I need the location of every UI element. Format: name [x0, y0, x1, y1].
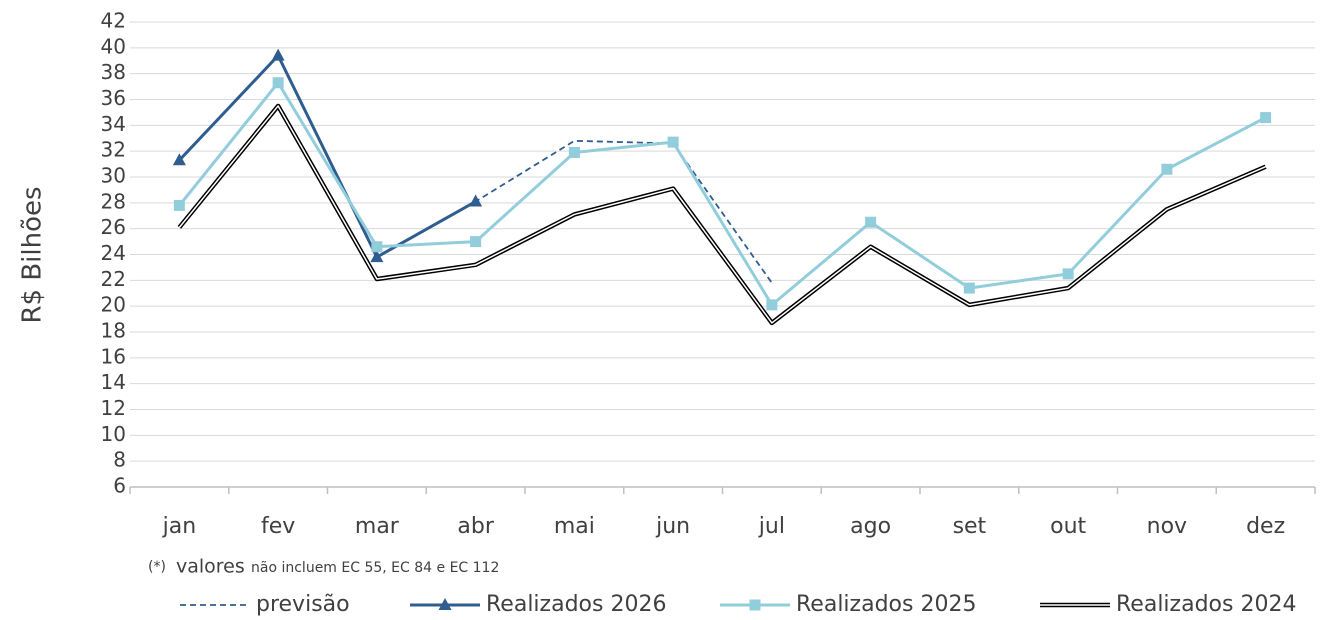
legend-label: Realizados 2026	[486, 592, 666, 617]
series-line	[178, 54, 477, 259]
y-tick-label: 30	[101, 164, 126, 188]
y-tick-label: 28	[101, 189, 126, 213]
y-axis-label: R$ Bilhões	[18, 186, 48, 323]
point-marker	[173, 199, 185, 211]
series-line-inner	[178, 105, 1266, 324]
point-marker	[470, 236, 482, 248]
point-marker	[865, 216, 877, 228]
y-tick-label: 36	[101, 86, 126, 110]
y-tick-label: 10	[101, 422, 126, 446]
point-marker	[1161, 163, 1173, 175]
x-tick-label: ago	[850, 514, 891, 539]
y-tick-label: 22	[101, 267, 126, 291]
point-marker	[172, 153, 186, 166]
footnote-prefix: (*)	[148, 559, 166, 575]
point-marker	[1062, 268, 1074, 280]
point-marker	[568, 146, 580, 158]
legend-label: Realizados 2025	[796, 592, 976, 617]
x-tick-label: jun	[655, 514, 690, 539]
x-tick-label: fev	[261, 514, 295, 539]
legend-label: previsão	[256, 592, 350, 617]
y-tick-label: 16	[101, 344, 126, 368]
point-marker	[272, 77, 284, 89]
x-tick-label: abr	[457, 514, 494, 539]
legend-marker	[438, 598, 452, 610]
y-tick-label: 24	[101, 241, 126, 265]
x-tick-label: jul	[758, 514, 785, 539]
footnote-emphasis: valores	[176, 556, 245, 578]
x-tick-label: nov	[1147, 514, 1187, 539]
x-tick-label: jan	[162, 514, 197, 539]
y-tick-label: 34	[101, 112, 126, 136]
y-tick-label: 26	[101, 215, 126, 239]
point-marker	[1260, 112, 1272, 124]
footnote-text: não incluem EC 55, EC 84 e EC 112	[251, 560, 499, 576]
y-tick-label: 40	[101, 34, 126, 58]
point-marker	[667, 136, 679, 148]
point-marker	[766, 299, 778, 311]
y-tick-label: 14	[101, 370, 126, 394]
legend-label: Realizados 2024	[1116, 592, 1296, 617]
series-line	[178, 54, 773, 284]
y-tick-label: 8	[113, 448, 126, 472]
x-tick-label: mar	[355, 514, 400, 539]
point-marker	[271, 48, 285, 61]
y-tick-label: 18	[101, 319, 126, 343]
y-tick-label: 20	[101, 293, 126, 317]
point-marker	[371, 241, 383, 253]
y-tick-label: 12	[101, 396, 126, 420]
y-tick-label: 6	[113, 474, 126, 498]
x-tick-label: out	[1050, 514, 1086, 539]
x-tick-label: dez	[1246, 514, 1285, 539]
series-line	[178, 81, 1267, 307]
y-tick-label: 32	[101, 138, 126, 162]
y-tick-label: 42	[101, 9, 126, 33]
point-marker	[963, 282, 975, 294]
x-tick-label: mai	[554, 514, 595, 539]
legend-marker	[749, 599, 761, 611]
x-tick-label: set	[953, 514, 987, 539]
y-tick-label: 38	[101, 60, 126, 84]
point-marker	[469, 194, 483, 207]
point-marker	[370, 250, 384, 263]
